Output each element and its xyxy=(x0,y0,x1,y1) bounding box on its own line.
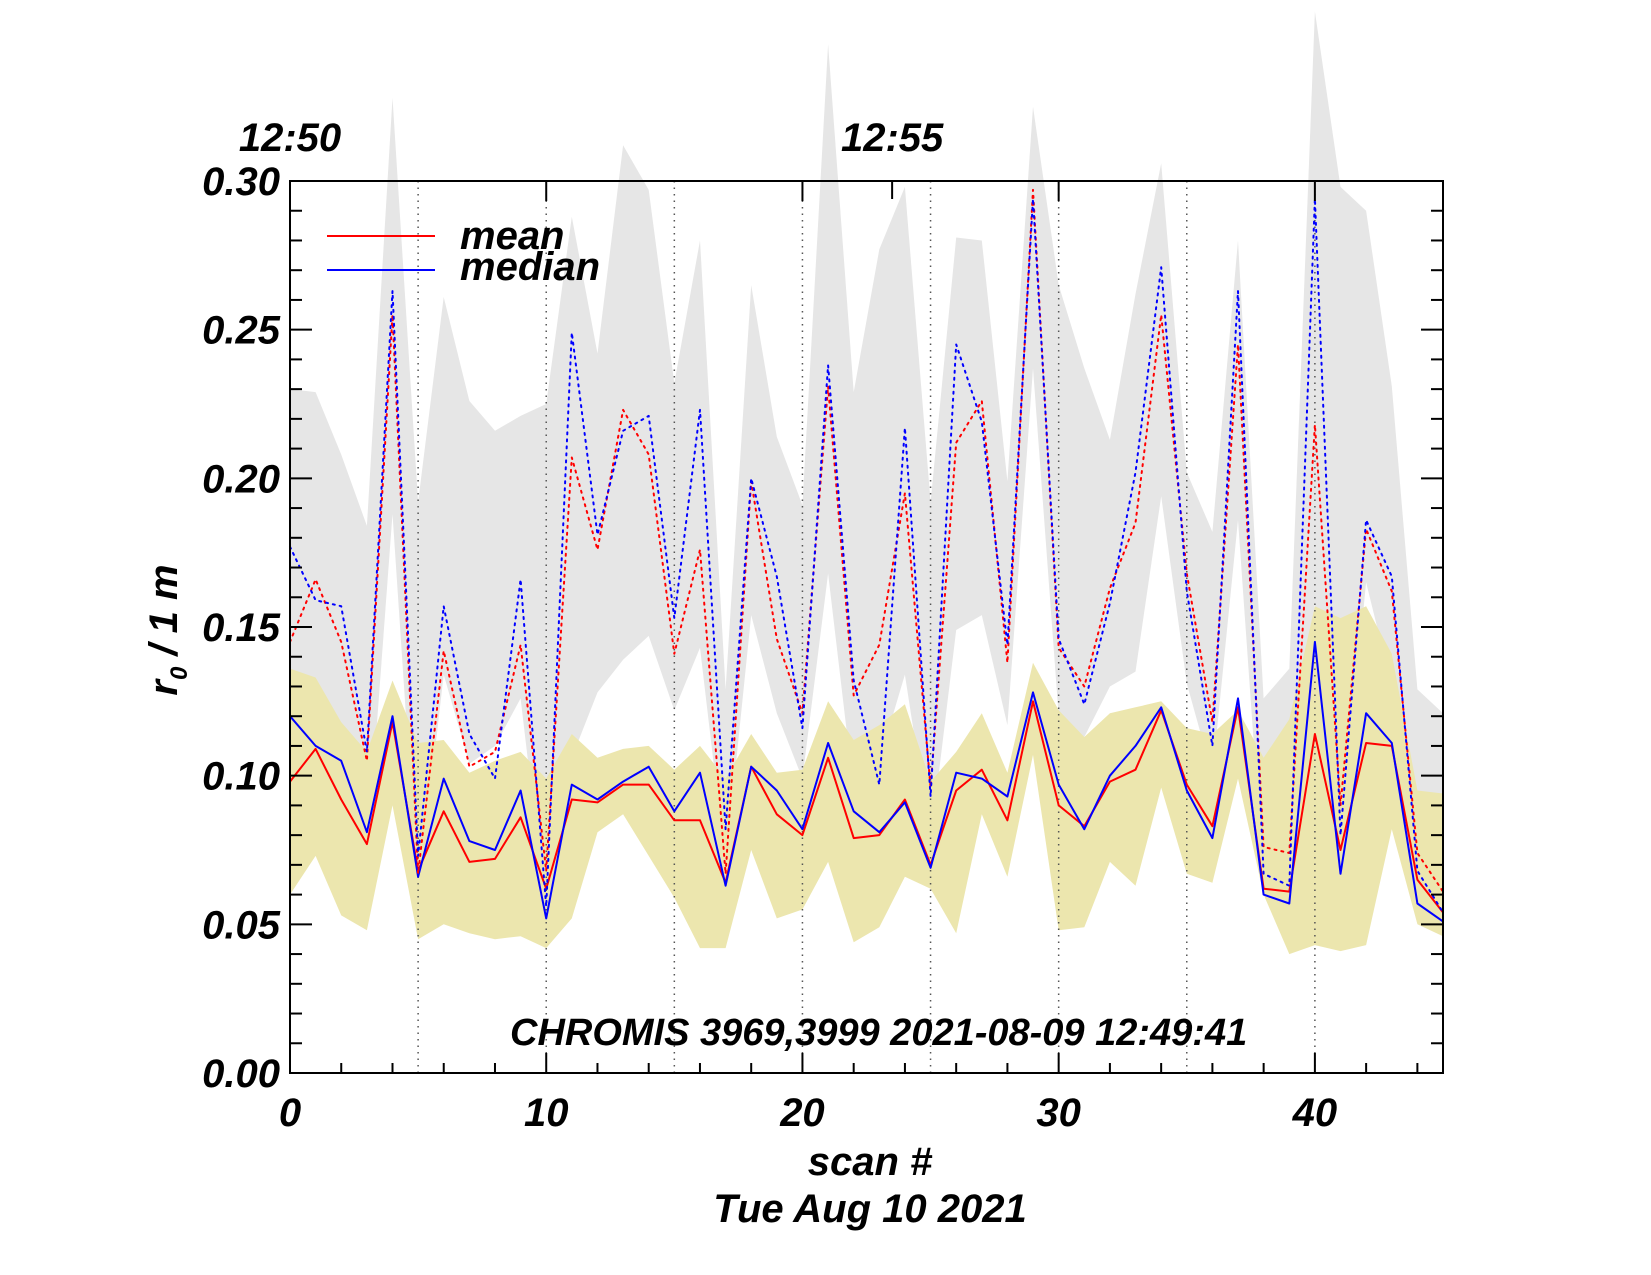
x-tick-label: 0 xyxy=(279,1091,301,1135)
y-tick-label: 0.00 xyxy=(202,1052,280,1096)
bands xyxy=(290,11,1443,955)
series-median xyxy=(289,640,1444,923)
x-tick-label: 20 xyxy=(779,1091,825,1135)
x-tick-label: 10 xyxy=(524,1091,569,1135)
svg-text:r0 / 1 m: r0 / 1 m xyxy=(142,564,193,695)
time-tick-label: 12:55 xyxy=(841,116,944,160)
y-tick-label: 0.25 xyxy=(202,309,281,353)
instrument-annotation: CHROMIS 3969,3999 2021-08-09 12:49:41 xyxy=(510,1012,1247,1054)
y-tick-label: 0.05 xyxy=(202,903,281,947)
y-tick-label: 0.15 xyxy=(202,606,281,650)
band-yellow xyxy=(290,606,1443,955)
series-median-dotted xyxy=(289,197,1444,914)
series-lines xyxy=(289,188,1444,923)
y-axis-title: r0 / 1 m xyxy=(142,564,193,695)
axis-ticks xyxy=(289,180,1443,1074)
series-mean-dotted xyxy=(289,188,1444,893)
date-label: Tue Aug 10 2021 xyxy=(713,1187,1026,1231)
legend-label-mean: mean xyxy=(460,214,565,258)
band-gray xyxy=(290,11,1443,919)
y-axis-title-space xyxy=(142,656,186,667)
y-axis-title-sub: 0 xyxy=(166,666,193,680)
x-tick-label: 30 xyxy=(1036,1091,1081,1135)
legend: mean median xyxy=(327,214,600,289)
x-tick-label: 40 xyxy=(1292,1091,1338,1135)
legend-label-median: median xyxy=(460,245,600,289)
y-tick-label: 0.20 xyxy=(202,457,280,501)
time-tick-label: 12:50 xyxy=(239,116,341,160)
y-axis-title-r: r xyxy=(142,678,186,696)
y-tick-label: 0.30 xyxy=(202,160,280,204)
x-axis-title: scan # xyxy=(808,1140,933,1184)
y-axis-title-unit: / 1 m xyxy=(142,564,186,657)
tick-labels: 0 10 20 30 400.000.050.100.150.200.250.3012:… xyxy=(202,116,1337,1135)
y-tick-label: 0.10 xyxy=(202,755,280,799)
